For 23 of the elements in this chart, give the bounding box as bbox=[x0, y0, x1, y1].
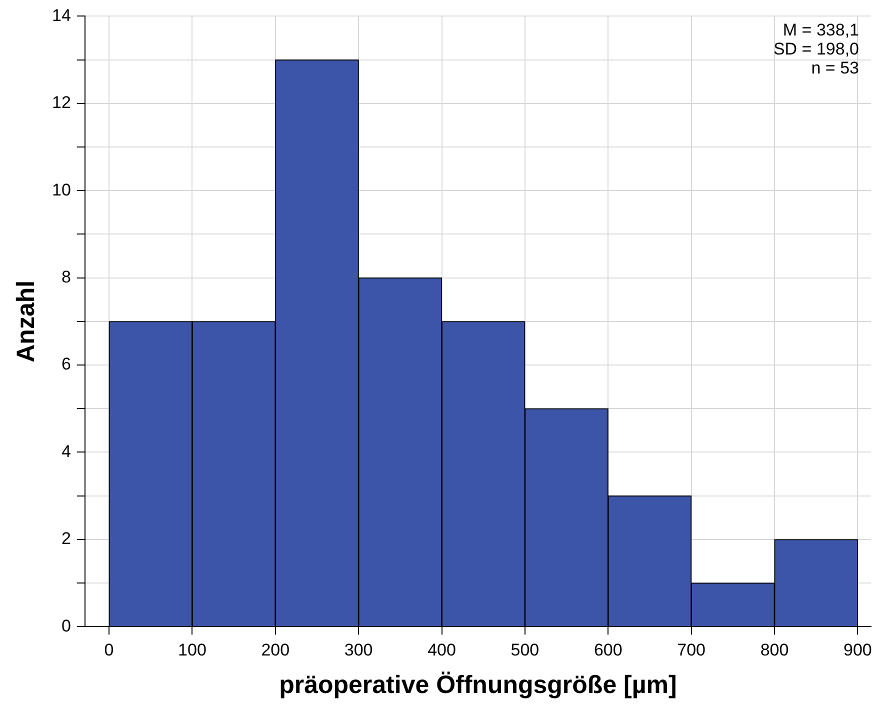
x-tick-label: 100 bbox=[178, 640, 206, 660]
x-tick-label: 600 bbox=[594, 640, 622, 660]
y-tick-label: 10 bbox=[52, 180, 71, 200]
annotation: M = 338,1 bbox=[782, 20, 859, 40]
x-tick-label: 400 bbox=[428, 640, 456, 660]
x-tick-label: 900 bbox=[844, 640, 872, 660]
x-tick-label: 700 bbox=[677, 640, 706, 660]
x-tick-label: 500 bbox=[510, 640, 540, 660]
x-axis-title: präoperative Öffnungsgröße [µm] bbox=[279, 670, 677, 699]
y-tick-label: 4 bbox=[61, 442, 71, 461]
x-tick-label: 800 bbox=[760, 640, 789, 660]
y-tick-label: 14 bbox=[52, 6, 71, 25]
y-tick-label: 6 bbox=[61, 354, 71, 374]
y-tick-label: 2 bbox=[61, 529, 71, 548]
y-tick-label: 8 bbox=[61, 267, 71, 286]
x-tick-label: 0 bbox=[104, 640, 114, 660]
x-tick-label: 300 bbox=[344, 640, 373, 660]
y-tick-label: 0 bbox=[61, 616, 71, 636]
y-tick-label: 12 bbox=[52, 93, 71, 112]
annotation: n = 53 bbox=[811, 58, 859, 78]
x-tick-label: 200 bbox=[261, 640, 290, 660]
annotation: SD = 198,0 bbox=[773, 39, 859, 58]
y-axis-title: Anzahl bbox=[12, 280, 40, 362]
